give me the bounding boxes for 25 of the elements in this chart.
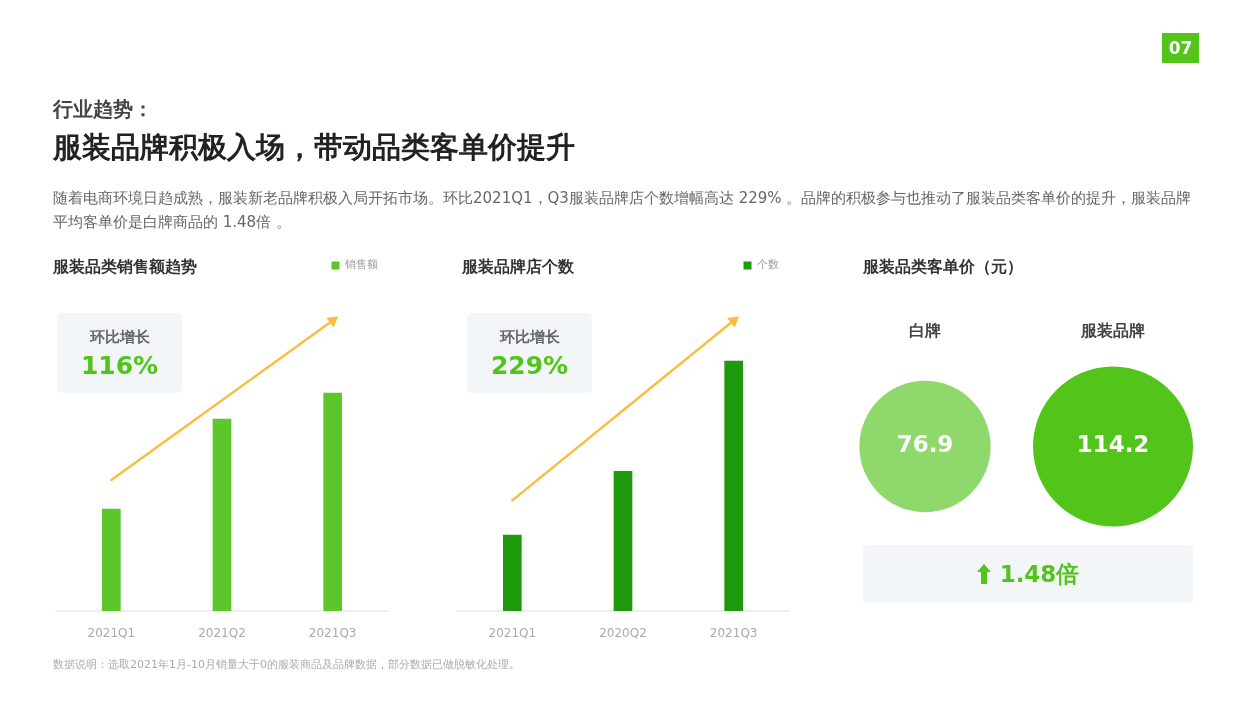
chart-title: 服装品类销售额趋势 (53, 257, 197, 276)
data-label: 76.9 (896, 431, 954, 458)
text: 数据说明：选取2021年1月-10月销量大于0的服装商品及品牌数据，部分数据已做脱敏化处理。 (53, 658, 520, 671)
x-tick-label: 2021Q1 (87, 625, 136, 640)
category-label: 服装品牌 (1080, 321, 1145, 341)
text: 07 (1168, 38, 1193, 58)
text: 行业趋势： (53, 97, 153, 121)
annotation: 116% (80, 351, 159, 380)
x-tick-label: 2021Q2 (198, 625, 246, 640)
data-label: 114.2 (1076, 431, 1150, 458)
text: 随着电商环境日趋成熟，服装新老品牌积极入局开拓市场。环比2021Q1，Q3服装品牌店个数增幅高达 229% 。品牌的积极参与也推动了服装品类客单价的提升，服装品牌平均客单价是白牌商品的 1.48倍 。 (53, 189, 1192, 231)
annotation: 环比增长 (89, 328, 150, 346)
x-tick-label: 2021Q3 (709, 625, 758, 640)
legend-label: 销售额 (344, 258, 378, 272)
text: 1.48倍 (999, 559, 1080, 589)
x-tick-label: 2021Q1 (488, 625, 537, 640)
text: 服装品类客单价（元） (863, 257, 1023, 276)
x-tick-label: 2020Q2 (599, 625, 647, 640)
text: 服装品牌积极入场，带动品类客单价提升 (53, 130, 575, 164)
x-tick-label: 2021Q3 (308, 625, 357, 640)
legend-label: 个数 (757, 258, 779, 272)
chart-title: 服装品牌店个数 (462, 257, 574, 276)
category-label: 白牌 (909, 321, 941, 341)
annotation: 229% (490, 351, 569, 380)
annotation: 环比增长 (499, 328, 560, 346)
